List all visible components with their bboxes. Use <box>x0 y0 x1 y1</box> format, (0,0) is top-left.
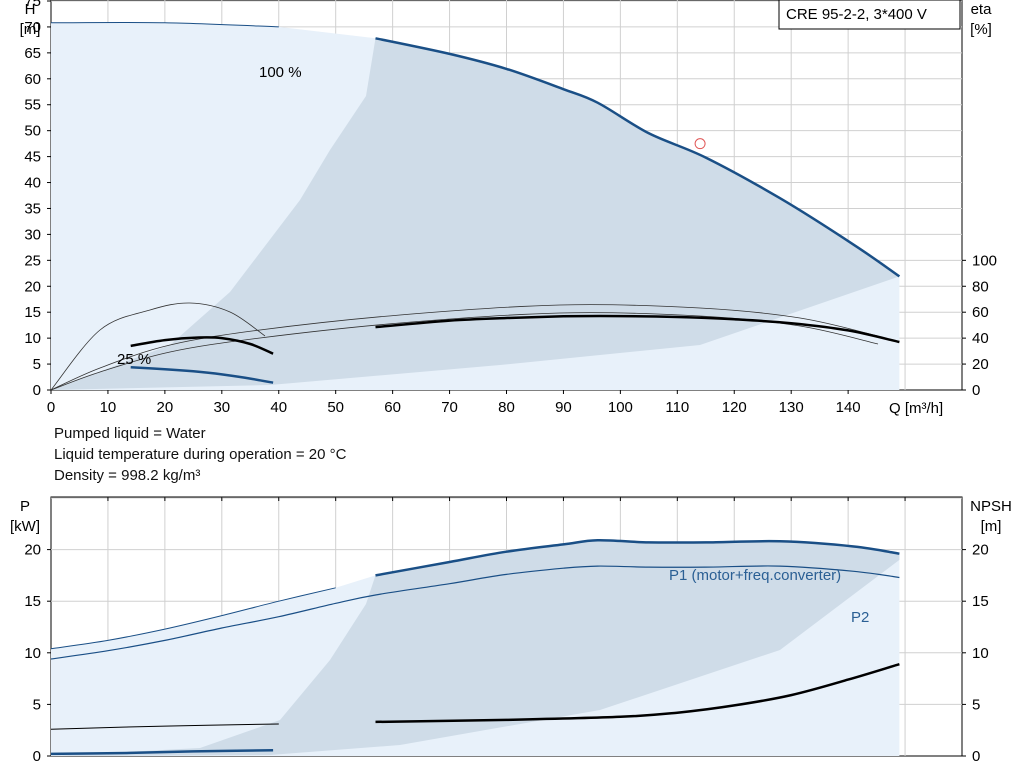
bottom-curves <box>50 539 900 756</box>
h-axis-title: H <box>25 1 36 18</box>
h-tick-label: 30 <box>24 226 41 243</box>
x-tick-label: 100 <box>608 399 633 416</box>
p-tick-label: 10 <box>24 645 41 662</box>
p2-curve <box>50 565 900 660</box>
p-tick-label: 5 <box>33 696 41 713</box>
eta-thin-arc <box>50 302 266 391</box>
p-axis-unit: [kW] <box>10 518 40 535</box>
h-tick-label: 60 <box>24 71 41 88</box>
bottom-ticks: 0 5 10 15 20 0 5 10 15 20 <box>24 497 989 765</box>
eta-curve-25 <box>130 336 274 355</box>
top-ticks: 0 10 20 30 40 50 60 70 80 90 100 110 120 130 140 0 5 10 15… <box>24 0 997 416</box>
p-tick-label: 15 <box>24 593 41 610</box>
eta-tick-label: 100 <box>972 252 997 269</box>
legend-text: CRE 95-2-2, 3*400 V <box>786 6 927 23</box>
eta-curve-100 <box>375 314 900 344</box>
p-tick-label: 20 <box>24 542 41 559</box>
x-tick-label: 10 <box>100 399 117 416</box>
legend-box: CRE 95-2-2, 3*400 V <box>778 0 961 30</box>
npsh-tick-label: 10 <box>972 645 989 662</box>
x-tick-label: 130 <box>779 399 804 416</box>
curve-label-25: 25 % <box>117 351 151 368</box>
p-axis-title: P <box>20 498 30 515</box>
top-envelope-dark <box>51 38 900 391</box>
h-tick-label: 5 <box>33 356 41 373</box>
x-tick-label: 70 <box>441 399 458 416</box>
x-tick-label: 50 <box>327 399 344 416</box>
npsh-axis-title: NPSH <box>970 498 1012 515</box>
bottom-envelope-dark <box>51 540 900 756</box>
p-tick-label: 0 <box>33 748 41 765</box>
eta-tick-label: 40 <box>972 330 989 347</box>
eta-tick-label: 80 <box>972 278 989 295</box>
npsh-tick-label: 5 <box>972 696 980 713</box>
h-axis-unit: [m] <box>20 21 41 38</box>
x-tick-label: 120 <box>722 399 747 416</box>
h-tick-label: 55 <box>24 97 41 114</box>
bottom-envelope <box>51 540 900 756</box>
curve-label-p1: P1 (motor+freq.converter) <box>669 567 841 584</box>
eta-tick-label: 60 <box>972 304 989 321</box>
npsh-tick-label: 0 <box>972 748 980 765</box>
h-tick-label: 35 <box>24 200 41 217</box>
eta-tick-label: 20 <box>972 356 989 373</box>
x-tick-label: 20 <box>157 399 174 416</box>
p1-curve-thin <box>50 587 336 650</box>
npsh-curve <box>375 662 900 724</box>
h-tick-label: 20 <box>24 278 41 295</box>
npsh-tick-label: 20 <box>972 542 989 559</box>
eta-tick-label: 0 <box>972 382 980 399</box>
h-tick-label: 45 <box>24 149 41 166</box>
x-tick-label: 80 <box>498 399 515 416</box>
eta-axis-unit: [%] <box>970 21 992 38</box>
h-tick-label: 50 <box>24 123 41 140</box>
x-axis-label: Q [m³/h] <box>889 400 943 417</box>
h-tick-label: 75 <box>24 0 41 10</box>
h-tick-label: 70 <box>24 19 41 36</box>
h-curve-100-thin <box>50 21 279 28</box>
h-tick-label: 65 <box>24 45 41 62</box>
eta-axis-title: eta <box>971 1 993 18</box>
pumped-liquid-text: Pumped liquid = Water <box>54 425 206 442</box>
x-tick-label: 110 <box>665 399 689 416</box>
x-tick-label: 140 <box>836 399 861 416</box>
x-tick-label: 90 <box>555 399 572 416</box>
eta-thin-line-upper <box>50 304 879 391</box>
h-tick-label: 40 <box>24 175 41 192</box>
x-tick-label: 40 <box>270 399 287 416</box>
density-text: Density = 998.2 kg/m³ <box>54 467 201 484</box>
x-tick-label: 0 <box>47 399 55 416</box>
h-tick-label: 10 <box>24 330 41 347</box>
x-tick-label: 60 <box>384 399 401 416</box>
h-curve-100 <box>375 37 901 278</box>
top-envelope <box>51 22 900 391</box>
h-tick-label: 0 <box>33 382 41 399</box>
bottom-panel: 0 5 10 15 20 0 5 10 15 20 P [kW] NPSH [m] P1 (mot… <box>10 496 1012 765</box>
top-panel: 0 10 20 30 40 50 60 70 80 90 100 110 120 130 140 0 5 10 15… <box>20 0 997 417</box>
x-tick-label: 30 <box>213 399 230 416</box>
h-tick-label: 25 <box>24 252 41 269</box>
operating-point-marker <box>694 138 706 150</box>
liquid-temperature-text: Liquid temperature during operation = 20… <box>54 446 347 463</box>
curve-label-p2: P2 <box>851 609 869 626</box>
top-curves <box>50 21 901 391</box>
npsh-curve-thin <box>50 723 279 730</box>
h-tick-label: 15 <box>24 304 41 321</box>
h-curve-25 <box>130 365 274 384</box>
curve-label-100: 100 % <box>259 64 302 81</box>
npsh-axis-unit: [m] <box>981 518 1002 535</box>
npsh-tick-label: 15 <box>972 593 989 610</box>
p1-curve <box>375 539 900 577</box>
p-curve-25 <box>50 749 274 756</box>
